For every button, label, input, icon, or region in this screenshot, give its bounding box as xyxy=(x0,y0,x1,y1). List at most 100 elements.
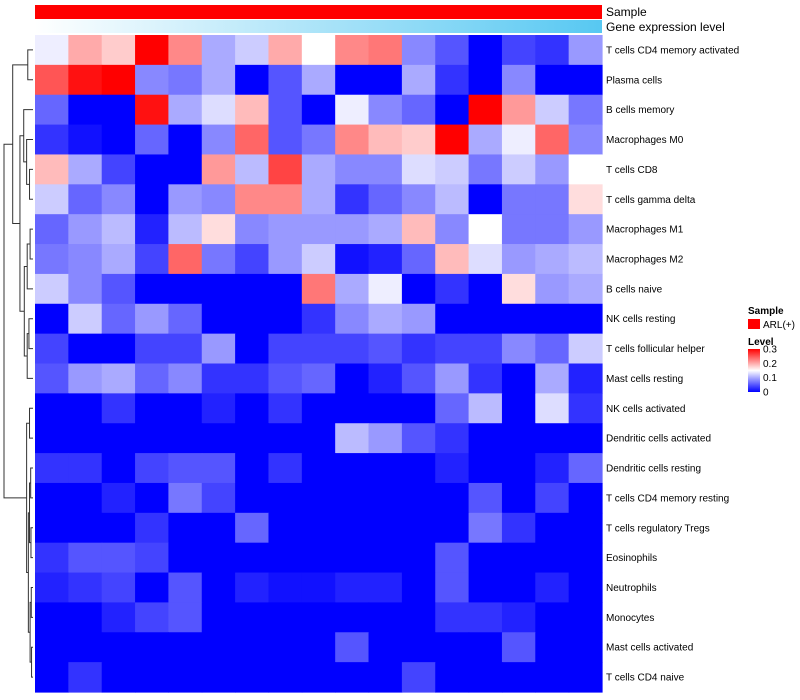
heatmap-cell xyxy=(501,35,536,66)
heatmap-cell xyxy=(68,154,103,185)
heatmap-cell xyxy=(201,542,236,574)
heatmap-cell xyxy=(168,632,203,663)
heatmap-cell xyxy=(235,64,270,96)
heatmap-cell xyxy=(235,124,270,156)
legend: Sample ARL(+) Level 0.3 0.2 0.1 0 xyxy=(748,306,795,399)
heatmap-cell xyxy=(135,482,170,514)
heatmap-cell xyxy=(568,124,603,156)
heatmap-cell xyxy=(435,602,470,633)
heatmap-cell xyxy=(101,184,136,215)
heatmap-cell xyxy=(368,154,403,185)
heatmap-cell xyxy=(135,512,170,544)
heatmap-cell xyxy=(268,303,303,335)
heatmap-cell xyxy=(535,632,570,663)
legend-level-tick-label: 0.2 xyxy=(763,359,777,370)
heatmap-cell xyxy=(301,602,336,633)
heatmap-cell xyxy=(368,273,403,305)
heatmap-cell xyxy=(68,363,103,394)
heatmap-cell xyxy=(68,184,103,215)
heatmap-cell xyxy=(435,632,470,663)
heatmap-cell xyxy=(68,662,103,693)
row-dendrogram xyxy=(3,49,33,678)
heatmap-cell xyxy=(101,35,136,66)
heatmap-cell xyxy=(568,154,603,185)
heatmap-cell xyxy=(135,303,170,335)
heatmap-cell xyxy=(101,64,136,96)
heatmap-cell xyxy=(268,542,303,574)
heatmap-cell xyxy=(568,512,603,544)
heatmap-cell xyxy=(535,94,570,126)
heatmap-cell xyxy=(468,244,503,275)
heatmap-cell xyxy=(101,482,136,514)
heatmap-cell xyxy=(501,303,536,335)
heatmap-cell xyxy=(468,602,503,633)
row-labels: T cells CD4 memory activated Plasma cells… xyxy=(606,45,739,683)
legend-sample-title: Sample xyxy=(748,306,784,317)
heatmap-cell xyxy=(401,303,436,335)
heatmap-cell xyxy=(235,214,270,245)
heatmap-cell xyxy=(201,602,236,633)
row-label: Mast cells resting xyxy=(606,374,683,385)
row-label: T cells CD8 xyxy=(606,165,658,176)
heatmap-cell xyxy=(435,184,470,215)
heatmap-cell xyxy=(201,333,236,365)
heatmap-cell xyxy=(501,662,536,693)
dendrogram-branch xyxy=(29,168,33,200)
heatmap-cell xyxy=(101,333,136,365)
heatmap-cell xyxy=(168,393,203,424)
heatmap-cell xyxy=(568,482,603,514)
heatmap-cell xyxy=(535,273,570,305)
legend-level-tick-label: 0.1 xyxy=(763,373,777,384)
heatmap-cell xyxy=(268,184,303,215)
heatmap-cell xyxy=(268,124,303,156)
heatmap-cell xyxy=(435,363,470,394)
heatmap-cell xyxy=(301,482,336,514)
heatmap-cell xyxy=(301,214,336,245)
heatmap-cell xyxy=(235,333,270,365)
heatmap-cell xyxy=(501,94,536,126)
heatmap-cell xyxy=(401,154,436,185)
heatmap-cell xyxy=(335,244,370,275)
heatmap-cell xyxy=(335,184,370,215)
heatmap-cells xyxy=(35,35,603,693)
heatmap-cell xyxy=(135,154,170,185)
heatmap-cell xyxy=(535,393,570,424)
heatmap-cell xyxy=(501,512,536,544)
heatmap-cell xyxy=(235,602,270,633)
heatmap-cell xyxy=(101,154,136,185)
heatmap-cell xyxy=(568,602,603,633)
heatmap-cell xyxy=(468,423,503,454)
heatmap-cell xyxy=(301,35,336,66)
heatmap-cell xyxy=(568,453,603,484)
heatmap-cell xyxy=(168,363,203,394)
heatmap-cell xyxy=(568,423,603,454)
heatmap-cell xyxy=(35,602,69,633)
heatmap-cell xyxy=(368,453,403,484)
sample-annotation-label: Sample xyxy=(606,5,647,19)
heatmap-cell xyxy=(435,124,470,156)
heatmap-cell xyxy=(568,632,603,663)
heatmap-cell xyxy=(101,632,136,663)
heatmap-cell xyxy=(368,333,403,365)
heatmap-cell xyxy=(268,35,303,66)
heatmap-cell xyxy=(201,184,236,215)
heatmap-cell xyxy=(35,512,69,544)
dendrogram-branch xyxy=(23,109,33,163)
heatmap-cell xyxy=(201,64,236,96)
heatmap-cell xyxy=(335,632,370,663)
heatmap-cell xyxy=(335,453,370,484)
heatmap-cell xyxy=(401,64,436,96)
heatmap-cell xyxy=(268,154,303,185)
heatmap-cell xyxy=(201,303,236,335)
heatmap-cell xyxy=(568,184,603,215)
heatmap-cell xyxy=(35,154,69,185)
heatmap-cell xyxy=(368,542,403,574)
heatmap-cell xyxy=(468,662,503,693)
row-label: Dendritic cells activated xyxy=(606,434,711,445)
heatmap-cell xyxy=(168,35,203,66)
heatmap-cell xyxy=(268,393,303,424)
heatmap-cell xyxy=(435,482,470,514)
heatmap-cell xyxy=(435,154,470,185)
heatmap-cell xyxy=(235,423,270,454)
heatmap-cell xyxy=(501,154,536,185)
